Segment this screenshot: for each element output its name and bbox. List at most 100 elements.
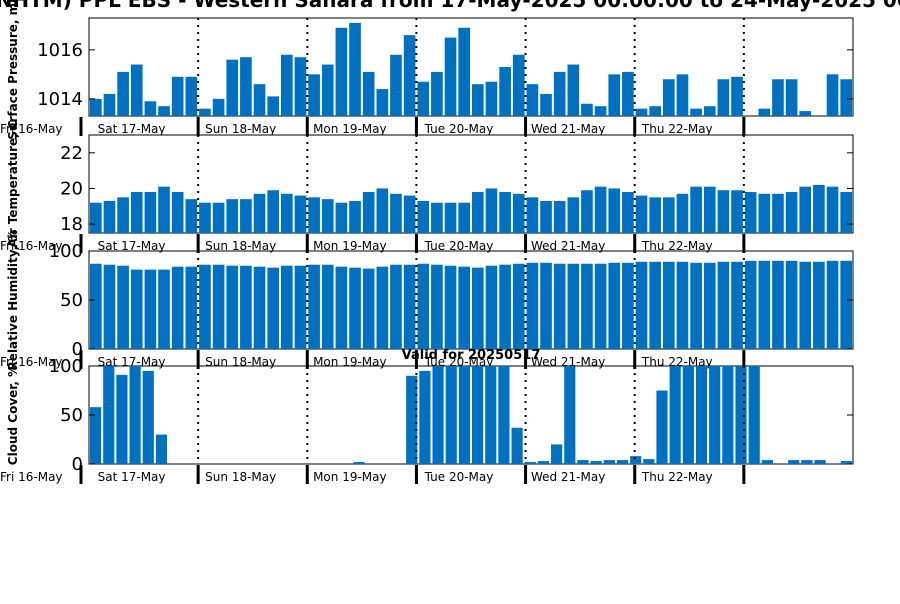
bar [116, 374, 128, 464]
bar [526, 84, 539, 116]
bar [499, 67, 511, 116]
bar [144, 192, 157, 233]
day-label: Sun 18-May [205, 122, 276, 136]
bar [799, 186, 812, 233]
day-label: Thu 22-May [641, 470, 713, 484]
bar [577, 460, 589, 464]
bar [622, 262, 634, 349]
bar [171, 76, 184, 116]
bar [590, 461, 602, 464]
bar [608, 74, 621, 116]
bar [253, 266, 266, 349]
bar [499, 264, 511, 349]
bar [567, 263, 580, 349]
bar [649, 106, 661, 116]
bar [735, 366, 747, 464]
bar [349, 22, 361, 116]
bar [185, 266, 198, 349]
bar [840, 461, 852, 464]
ytick-label: 1014 [37, 89, 83, 110]
day-label: Mon 19-May [313, 122, 387, 136]
day-label: Sat 17-May [98, 239, 166, 253]
bar [840, 79, 852, 116]
bar [703, 262, 716, 349]
bar [403, 35, 416, 116]
bar [731, 261, 743, 349]
ylabel: Cloud Cover, % [6, 365, 20, 465]
bar [553, 200, 566, 233]
bar [185, 76, 198, 116]
bar [212, 98, 225, 116]
bar [335, 266, 348, 349]
bar [772, 260, 784, 349]
bar [524, 462, 536, 464]
bar [103, 93, 116, 116]
bar [199, 108, 211, 116]
ytick-label: 0 [72, 454, 83, 475]
bar [758, 260, 771, 349]
bar [103, 366, 115, 464]
bar [353, 462, 365, 464]
bar [526, 197, 539, 233]
bar [801, 460, 813, 464]
bar [690, 108, 702, 116]
bar [540, 200, 552, 233]
day-label: Tue 20-May [424, 122, 494, 136]
ytick-label: 18 [60, 214, 83, 235]
bar [717, 261, 730, 349]
panel-frame [88, 17, 854, 117]
ylabel: Air Temperature, C [6, 120, 20, 248]
bar [212, 202, 225, 233]
bar [390, 264, 402, 349]
bar [376, 188, 389, 233]
bar [117, 265, 129, 349]
bar [799, 261, 812, 349]
bar [240, 57, 252, 116]
bar [744, 192, 757, 233]
bar [799, 111, 812, 116]
bar [472, 267, 484, 349]
bar [656, 390, 668, 464]
bar [512, 193, 525, 233]
bar [551, 444, 563, 464]
day-label: Tue 20-May [424, 470, 494, 484]
bar [717, 79, 730, 116]
bar [90, 98, 102, 116]
bar [682, 366, 694, 464]
bar [622, 192, 634, 233]
bar [785, 79, 798, 116]
bar [499, 192, 511, 233]
bar [485, 265, 498, 349]
bar [417, 200, 430, 233]
bar [826, 186, 839, 233]
bar [335, 202, 348, 233]
bar [253, 193, 266, 233]
bar [722, 366, 734, 464]
bar [431, 71, 443, 116]
panel-frame [88, 134, 854, 234]
day-label: Wed 21-May [531, 239, 605, 253]
bar [240, 265, 252, 349]
bar [581, 103, 593, 116]
bar [649, 197, 661, 233]
day-label: Tue 20-May [424, 239, 494, 253]
bar [281, 54, 293, 116]
bar [537, 461, 550, 464]
bar [185, 199, 198, 233]
day-label: Mon 19-May [313, 239, 387, 253]
bar [142, 370, 154, 464]
bar [553, 263, 566, 349]
bar [294, 265, 307, 349]
bar [731, 76, 743, 116]
bar [512, 263, 525, 349]
bar [564, 366, 576, 464]
bar [485, 81, 498, 116]
page-title: CSA (ONHTM) PPL EBS - Western Sahara fro… [0, 0, 900, 12]
bar [281, 193, 293, 233]
bar [581, 263, 593, 349]
bar [158, 106, 170, 116]
bar [472, 192, 484, 233]
bar [406, 375, 418, 464]
bar [663, 261, 675, 349]
ytick-label: 100 [49, 241, 83, 262]
